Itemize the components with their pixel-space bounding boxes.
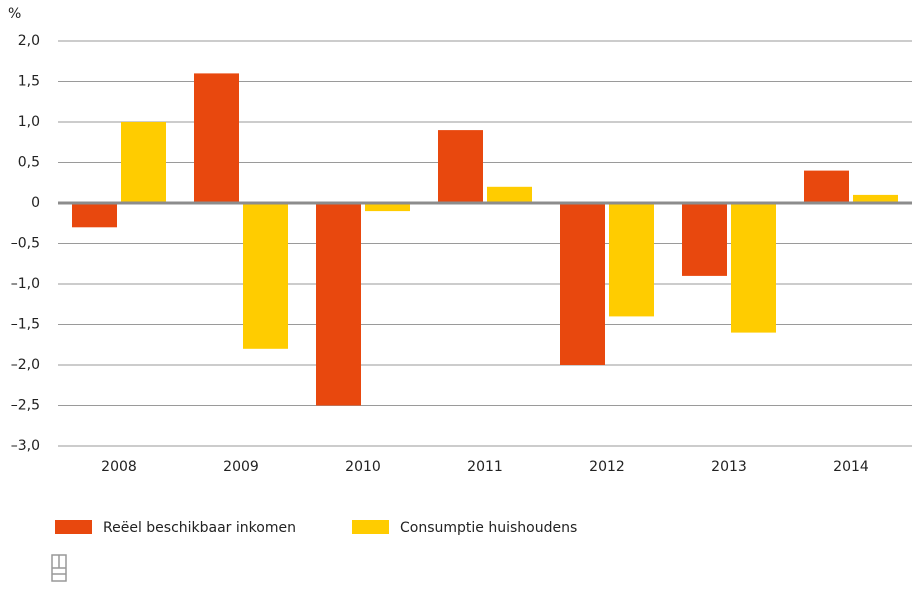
y-tick-label: –0,5: [11, 236, 40, 252]
y-tick-label: –3,0: [11, 438, 40, 454]
y-tick-label: 1,0: [18, 114, 40, 130]
bar: [365, 203, 410, 212]
bar: [438, 130, 483, 203]
legend-swatch: [352, 520, 389, 534]
bar: [194, 73, 239, 204]
y-tick-label: –2,5: [11, 398, 40, 414]
bar: [804, 170, 849, 203]
y-tick-label: 1,5: [18, 74, 40, 90]
legend-swatch: [55, 520, 92, 534]
bar: [560, 203, 605, 365]
legend-label: Consumptie huishoudens: [400, 520, 577, 536]
x-tick-label: 2013: [711, 459, 747, 475]
bar: [487, 186, 532, 203]
y-tick-label: 2,0: [18, 33, 40, 49]
x-tick-label: 2009: [223, 459, 259, 475]
x-tick-label: 2011: [467, 459, 503, 475]
x-tick-label: 2010: [345, 459, 381, 475]
y-tick-label: –1,0: [11, 276, 40, 292]
legend-label: Reëel beschikbaar inkomen: [103, 520, 296, 536]
x-tick-label: 2014: [833, 459, 869, 475]
bar: [316, 203, 361, 406]
y-tick-label: –2,0: [11, 357, 40, 373]
bar: [682, 203, 727, 276]
x-tick-label: 2012: [589, 459, 625, 475]
y-tick-label: 0: [31, 195, 40, 211]
bar: [731, 203, 776, 333]
bar: [72, 203, 117, 228]
y-tick-label: 0,5: [18, 155, 40, 171]
bar: [609, 203, 654, 317]
bar: [243, 203, 288, 349]
logo: [51, 554, 67, 582]
bar: [121, 122, 166, 203]
x-tick-label: 2008: [101, 459, 137, 475]
y-tick-label: –1,5: [11, 317, 40, 333]
y-axis-label: %: [8, 6, 21, 22]
bar: [853, 194, 898, 203]
